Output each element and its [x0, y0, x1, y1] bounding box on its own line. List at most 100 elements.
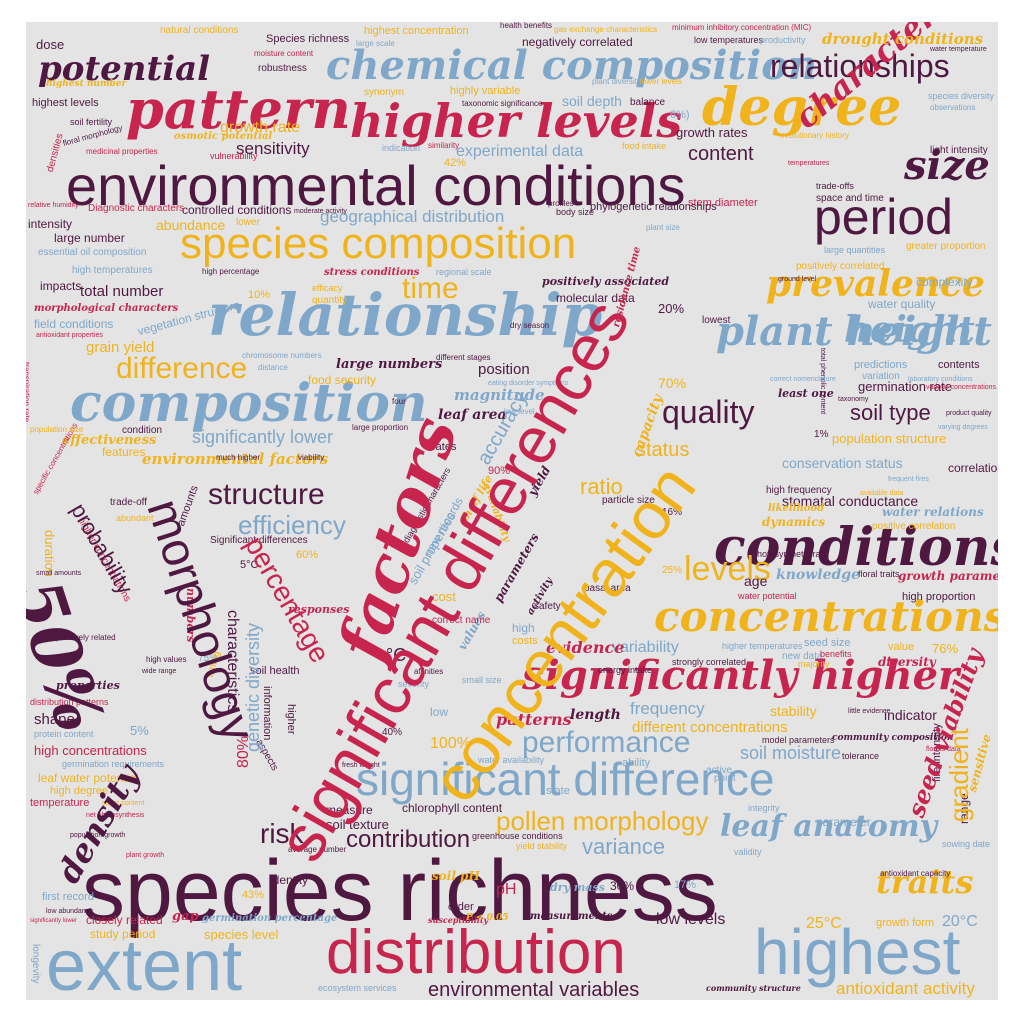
word-taxonomy: taxonomy [838, 396, 869, 403]
word-variation: variation [862, 371, 900, 382]
word-features: features [102, 445, 146, 459]
word-robustness: robustness [258, 63, 307, 74]
word-dynamics: dynamics [762, 515, 826, 529]
word-high-concentrations: high concentrations [34, 743, 147, 758]
word-observations: observations [930, 103, 976, 112]
word-5c: 5°C [240, 559, 259, 571]
word-relative-humidity: relative humidity [28, 202, 79, 209]
word-76pct: 76% [932, 641, 959, 656]
word-high-frequency: high frequency [766, 485, 832, 496]
word-conditions: conditions [714, 517, 998, 578]
word-geographical-distribution: geographical distribution [320, 207, 505, 226]
word-large-quantities: large quantities [824, 245, 886, 255]
word-species-richness-small: Species richness [266, 33, 350, 45]
word-efficiency: efficiency [238, 510, 346, 540]
word-impacts: impacts [40, 279, 82, 293]
word-high-temperatures: high temperatures [72, 265, 153, 276]
word-drought-conditions: drought conditions [822, 30, 984, 48]
word-health-benefits: health benefits [500, 22, 553, 30]
word-highly-variable: highly variable [450, 85, 521, 97]
word-antioxidant-capacity: antioxidant capacity [880, 869, 951, 878]
word-benefits: benefits [820, 649, 852, 659]
word-properties: properties [56, 679, 120, 692]
word-costs: costs [512, 635, 538, 647]
word-eating-disorder: eating disorder symptoms [488, 380, 569, 387]
word-floral-traits: floral traits [858, 569, 900, 579]
word-height: height [844, 309, 975, 351]
word-transpiration-rate: transpiration rate [26, 362, 31, 423]
word-moderate-activity: moderate activity [294, 208, 347, 215]
word-fresh-weight: fresh weight [342, 762, 380, 769]
word-water-potential: water potential [738, 591, 797, 601]
word-rates: rates [432, 441, 457, 453]
word-distribution-patterns: distribution patterns [30, 697, 109, 707]
word-growth-form: growth form [876, 917, 935, 929]
word-evolutionary-history: evolutionary history [780, 131, 849, 140]
word-positively-associated: positively associated [542, 275, 670, 288]
word-frequency: frequency [630, 699, 705, 718]
word-1pct: 1% [814, 429, 829, 440]
word-variance: variance [582, 834, 666, 859]
word-size: size [904, 142, 990, 189]
word-plant-size: plant size [646, 223, 680, 232]
word-chemical-composition: chemical composition [326, 42, 817, 89]
word-low: low [430, 705, 449, 719]
word-6pct: 6%) [670, 109, 690, 121]
word-germination-rate: germination rate [858, 379, 952, 394]
word-plant-height: plant height [716, 308, 992, 355]
word-species-diversity: species diversity [928, 91, 995, 101]
word-status: status [636, 439, 690, 461]
word-total-number: total number [80, 283, 164, 300]
word-relationship: relationship [208, 281, 603, 349]
word-period: period [814, 189, 953, 245]
word-leaf-area: leaf area [438, 407, 507, 423]
word-medicinal-properties: medicinal properties [86, 147, 158, 156]
word-susceptibility: susceptibility [428, 915, 489, 925]
word-age: age [744, 573, 768, 589]
word-contribution: contribution [346, 826, 471, 853]
word-60pct: 60% [296, 549, 319, 561]
word-environmental-variables: environmental variables [428, 979, 640, 1000]
word-community-composition: community composition [832, 733, 954, 743]
word-contents: contents [938, 359, 980, 371]
word-high-degree: high degree [50, 785, 109, 797]
word-leaf-water-potential: leaf water potential [38, 771, 139, 785]
word-soil-fertility: soil fertility [70, 117, 113, 127]
word-43pct: 43% [242, 889, 265, 901]
word-balance: balance [630, 97, 666, 108]
word-stability: stability [770, 703, 817, 719]
word-laboratory-conditions: laboratory conditions [908, 376, 973, 383]
word-integrity: integrity [748, 803, 780, 813]
word-soil-ph: soil pH [432, 869, 480, 883]
word-soil-texture: soil texture [326, 817, 389, 832]
word-ground-level: ground level [778, 276, 817, 283]
word-species-level: species level [204, 927, 279, 942]
word-risk: risk [260, 818, 304, 849]
word-position: position [478, 361, 530, 378]
word-strongly-correlated: strongly correlated [672, 657, 747, 667]
word-large-scale: large scale [356, 39, 395, 48]
word-growth-parameters: growth parameters [898, 569, 998, 583]
word-little-evidence: little evidence [848, 708, 891, 715]
word-synonym: synonym [364, 87, 405, 98]
word-water-quality: water quality [868, 297, 936, 311]
word-predictions: predictions [854, 359, 908, 371]
word-dry-mass: dry mass [550, 881, 605, 894]
word-water-temperature: water temperature [930, 46, 987, 53]
word-likelihood: likelihood [768, 503, 825, 514]
word-higher-levels: higher levels [350, 94, 683, 148]
word-affinities: affinities [414, 667, 444, 676]
word-distribution: distribution [326, 918, 626, 987]
word-taxonomic-significance: taxonomic significance [462, 99, 543, 108]
word-50pct: 50% [26, 570, 120, 742]
word-lower-levels: lower levels [640, 77, 682, 86]
word-abundance: abundance [156, 217, 226, 233]
word-significantly-higher: significantly higher [522, 652, 960, 699]
word-community-structure: community structure [706, 983, 801, 993]
word-species-composition: species composition [180, 219, 577, 268]
word-validity: validity [734, 847, 762, 857]
word-gap: gap [172, 909, 199, 924]
word-majority: majority [798, 659, 830, 669]
word-much-higher: much higher [216, 453, 261, 462]
word-germination-percentage: germination percentage [202, 913, 338, 924]
